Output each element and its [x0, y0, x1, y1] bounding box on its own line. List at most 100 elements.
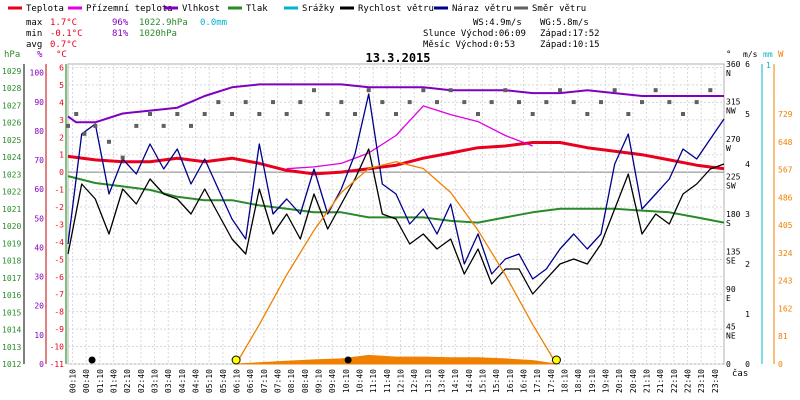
wind-direction-point — [626, 112, 631, 116]
wind-direction-point — [82, 131, 87, 136]
solar-tick-label: 81 — [778, 332, 788, 341]
info-moon: Měsíc Východ:0:53 — [423, 40, 515, 50]
x-tick-label: 05:10 — [205, 369, 214, 393]
hpa-tick-label: 1026 — [2, 119, 21, 128]
pct-tick-label: 50 — [34, 214, 44, 223]
x-tick-label: 06:40 — [246, 369, 255, 393]
wind-direction-point — [489, 100, 494, 105]
wind-direction-point — [257, 112, 262, 116]
dir-name-label: W — [726, 144, 731, 153]
x-tick-label: 10:10 — [342, 369, 351, 393]
x-tick-label: 07:40 — [274, 369, 283, 393]
wind-direction-point — [284, 112, 289, 116]
axes: 00:10 00:40 01:10 01:40 02:10 02:40 03:10 03:40… — [2, 50, 793, 393]
stats-max-hum: 96% — [112, 18, 129, 28]
solar-tick-label: 567 — [778, 166, 793, 175]
wind-direction-point — [653, 88, 658, 93]
x-tick-label: 12:10 — [397, 369, 406, 393]
wind-tick-label: 5 — [745, 110, 750, 119]
info-ws: WS:4.9m/s — [473, 18, 522, 28]
x-tick-label: 06:10 — [233, 369, 242, 393]
x-tick-label: 03:10 — [151, 369, 160, 393]
hpa-tick-label: 1018 — [2, 257, 21, 266]
wind-direction-point — [681, 112, 685, 116]
temp-tick-label: 5 — [59, 81, 64, 90]
wind-direction-point — [74, 112, 79, 116]
solar-tick-label: 0 — [778, 360, 783, 369]
x-tick-label: 07:10 — [260, 369, 269, 393]
wind-direction-point — [120, 155, 125, 160]
x-tick-label: 08:10 — [287, 369, 296, 393]
wind-direction-point — [503, 88, 508, 93]
dir-name-label: SW — [726, 182, 736, 191]
temp-tick-label: 0 — [59, 168, 64, 177]
solar-tick-label: 243 — [778, 277, 793, 286]
x-tick-label: 17:10 — [533, 369, 542, 393]
wind-direction-point — [530, 112, 535, 116]
chart-title: 13.3.2015 — [365, 51, 430, 65]
stats-avg-temp: 0.7°C — [50, 40, 77, 50]
x-tick-label: 10:40 — [356, 369, 365, 393]
legend-label: Teplota — [26, 4, 64, 14]
temp-tick-label: -2 — [54, 203, 64, 212]
info-moon-set: Západ:10:15 — [540, 40, 600, 50]
wind-direction-point — [230, 112, 234, 116]
wind-direction-point — [599, 100, 603, 105]
x-tick-label: 22:40 — [684, 369, 693, 393]
solar-tick-label: 486 — [778, 193, 793, 202]
wind-direction-point — [667, 100, 672, 105]
wind-direction-point — [325, 112, 330, 116]
dir-name-label: NE — [726, 332, 736, 341]
temp-tick-label: -8 — [54, 308, 64, 317]
pct-tick-label: 70 — [34, 156, 44, 165]
temp-tick-label: 3 — [59, 116, 64, 125]
x-tick-label: 09:10 — [315, 369, 324, 393]
wind-direction-point — [271, 100, 275, 105]
temp-tick-label: -1 — [54, 186, 64, 195]
p-zemn-teplota-line — [286, 105, 533, 170]
dir-tick-label: 360 — [726, 60, 741, 69]
x-tick-label: 11:10 — [369, 369, 378, 393]
legend-label: Náraz větru — [452, 4, 512, 14]
x-tick-label: 18:40 — [574, 369, 583, 393]
info-sun-set: Západ:17:52 — [540, 29, 600, 39]
wind-unit: m/s — [743, 50, 758, 59]
x-tick-label: 08:40 — [301, 369, 310, 393]
dir-tick-label: 225 — [726, 173, 741, 182]
wind-tick-label: 3 — [745, 210, 750, 219]
x-tick-label: 03:40 — [164, 369, 173, 393]
x-tick-label: 15:40 — [492, 369, 501, 393]
dir-tick-label: 315 — [726, 98, 741, 107]
solar-tick-label: 324 — [778, 249, 793, 258]
pct-tick-label: 10 — [34, 331, 44, 340]
pct-tick-label: 90 — [34, 98, 44, 107]
sun-marker — [551, 355, 561, 365]
stats-min-press: 1020hPa — [139, 29, 177, 39]
pct-tick-label: 0 — [39, 360, 44, 369]
x-tick-label: 18:10 — [561, 369, 570, 393]
hpa-tick-label: 1028 — [2, 84, 21, 93]
dir-tick-label: 45 — [726, 323, 736, 332]
solar-unit: W — [778, 50, 784, 60]
wind-tick-label: 4 — [745, 160, 750, 169]
wind-direction-point — [407, 100, 412, 105]
wind-direction-point — [93, 123, 98, 128]
temp-tick-label: -11 — [50, 360, 65, 369]
wind-direction-point — [243, 100, 248, 105]
stats-max-label: max — [26, 18, 43, 28]
solar-tick-label: 162 — [778, 304, 793, 313]
pct-tick-label: 80 — [34, 127, 44, 136]
x-tick-label: 17:40 — [547, 369, 556, 393]
wind-direction-point — [312, 88, 316, 93]
hpa-tick-label: 1024 — [2, 153, 21, 162]
rain-tick-label: 1 — [766, 61, 771, 70]
wind-direction-point — [708, 88, 713, 93]
stats-max-temp: 1.7°C — [50, 18, 77, 28]
hpa-tick-label: 1016 — [2, 291, 21, 300]
sun-marker — [231, 355, 241, 365]
legend-label: Tlak — [246, 4, 268, 14]
temp-tick-label: 1 — [59, 151, 64, 160]
hpa-tick-label: 1029 — [2, 67, 21, 76]
x-tick-label: 01:40 — [110, 369, 119, 393]
wind-tick-label: 0 — [745, 360, 750, 369]
